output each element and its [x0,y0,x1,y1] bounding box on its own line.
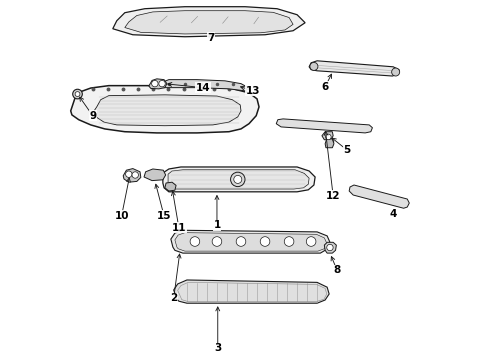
Polygon shape [149,79,167,89]
Text: 12: 12 [326,191,341,201]
Circle shape [325,134,331,140]
Text: 6: 6 [321,82,329,92]
Circle shape [73,89,82,99]
Text: 9: 9 [89,111,97,121]
Text: 3: 3 [214,343,221,353]
Circle shape [327,244,333,251]
Polygon shape [309,61,399,76]
Circle shape [125,171,132,177]
Circle shape [284,237,294,246]
Polygon shape [71,86,259,133]
Text: 13: 13 [246,86,260,96]
Polygon shape [324,242,336,253]
Circle shape [151,80,158,87]
Text: 7: 7 [207,33,215,43]
Circle shape [231,172,245,186]
Polygon shape [165,182,176,191]
Polygon shape [168,170,309,189]
Text: 4: 4 [390,209,397,219]
Polygon shape [349,185,409,208]
Circle shape [159,80,165,87]
Polygon shape [161,80,249,91]
Text: 5: 5 [343,145,351,155]
Polygon shape [175,233,327,251]
Circle shape [260,237,270,246]
Polygon shape [276,119,372,133]
Polygon shape [163,167,315,192]
Circle shape [234,175,242,183]
Text: 2: 2 [170,293,177,303]
Polygon shape [322,132,333,140]
Circle shape [236,237,246,246]
Polygon shape [125,11,293,34]
Polygon shape [144,169,166,181]
Text: 15: 15 [157,211,172,221]
Circle shape [306,237,316,246]
Circle shape [212,237,222,246]
Polygon shape [94,95,241,126]
Circle shape [75,92,80,96]
Polygon shape [325,139,334,148]
Text: 1: 1 [213,220,220,230]
Polygon shape [171,230,330,253]
Circle shape [190,237,200,246]
Text: 10: 10 [114,211,129,221]
Polygon shape [173,280,329,303]
Text: 11: 11 [172,223,186,233]
Circle shape [132,172,138,178]
Text: 8: 8 [334,265,341,275]
Polygon shape [123,168,141,182]
Text: 14: 14 [196,83,210,93]
Polygon shape [113,7,305,37]
Circle shape [310,62,318,71]
Circle shape [392,68,400,76]
